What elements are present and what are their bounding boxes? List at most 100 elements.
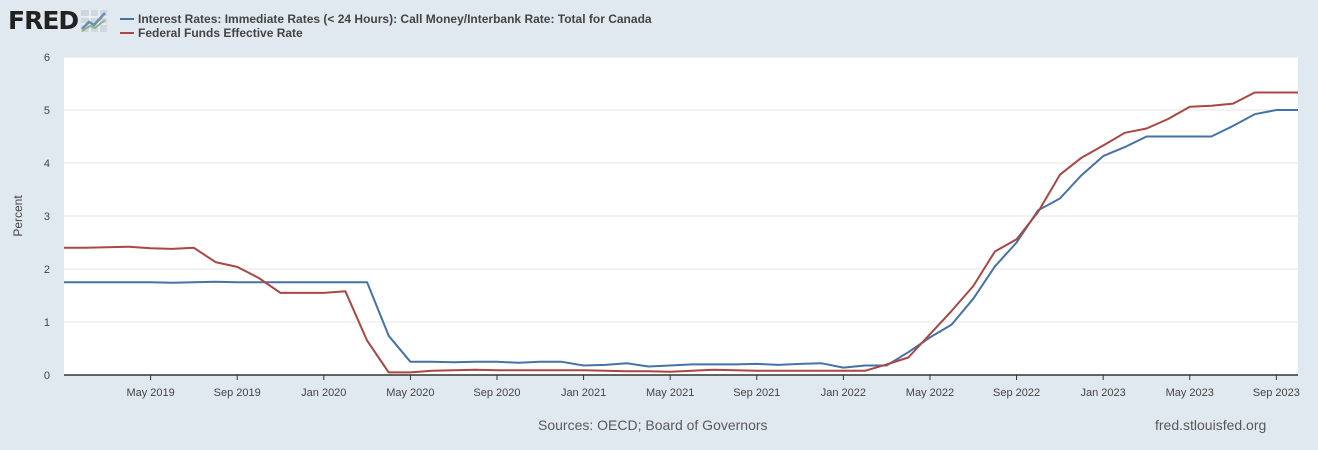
data-point[interactable] <box>991 262 999 270</box>
data-point[interactable] <box>623 367 631 375</box>
data-point[interactable] <box>428 358 436 366</box>
data-point[interactable] <box>493 366 501 374</box>
data-point[interactable] <box>839 367 847 375</box>
data-point[interactable] <box>493 358 501 366</box>
data-point[interactable] <box>190 278 198 286</box>
data-point[interactable] <box>1251 110 1259 118</box>
data-point[interactable] <box>818 359 826 367</box>
data-point[interactable] <box>1272 89 1280 97</box>
data-point[interactable] <box>1099 142 1107 150</box>
data-point[interactable] <box>1294 89 1302 97</box>
data-point[interactable] <box>385 332 393 340</box>
data-point[interactable] <box>320 278 328 286</box>
data-point[interactable] <box>1142 125 1150 133</box>
data-point[interactable] <box>212 278 220 286</box>
data-point[interactable] <box>515 359 523 367</box>
data-point[interactable] <box>1207 133 1215 141</box>
data-point[interactable] <box>276 289 284 297</box>
data-point[interactable] <box>904 354 912 362</box>
data-point[interactable] <box>168 279 176 287</box>
data-point[interactable] <box>471 358 479 366</box>
data-point[interactable] <box>580 366 588 374</box>
data-point[interactable] <box>1013 235 1021 243</box>
data-point[interactable] <box>233 278 241 286</box>
data-point[interactable] <box>82 278 90 286</box>
data-point[interactable] <box>623 359 631 367</box>
data-point[interactable] <box>948 321 956 329</box>
data-point[interactable] <box>147 278 155 286</box>
data-point[interactable] <box>948 307 956 315</box>
data-point[interactable] <box>190 244 198 252</box>
data-point[interactable] <box>1078 171 1086 179</box>
data-point[interactable] <box>558 366 566 374</box>
data-point[interactable] <box>1229 100 1237 108</box>
data-point[interactable] <box>255 274 263 282</box>
data-point[interactable] <box>428 367 436 375</box>
data-point[interactable] <box>515 366 523 374</box>
data-point[interactable] <box>298 289 306 297</box>
data-point[interactable] <box>363 337 371 345</box>
source-url-link[interactable]: fred.stlouisfed.org <box>1155 417 1267 433</box>
data-point[interactable] <box>969 295 977 303</box>
data-point[interactable] <box>645 367 653 375</box>
data-point[interactable] <box>536 358 544 366</box>
data-point[interactable] <box>1207 102 1215 110</box>
legend-item-canada[interactable]: Interest Rates: Immediate Rates (< 24 Ho… <box>120 12 652 26</box>
data-point[interactable] <box>276 278 284 286</box>
data-point[interactable] <box>796 367 804 375</box>
data-point[interactable] <box>774 367 782 375</box>
data-point[interactable] <box>1251 89 1259 97</box>
data-point[interactable] <box>60 244 68 252</box>
data-point[interactable] <box>926 330 934 338</box>
data-point[interactable] <box>298 278 306 286</box>
data-point[interactable] <box>1142 133 1150 141</box>
data-point[interactable] <box>1164 115 1172 123</box>
data-point[interactable] <box>103 243 111 251</box>
data-point[interactable] <box>709 366 717 374</box>
data-point[interactable] <box>1078 154 1086 162</box>
data-point[interactable] <box>601 367 609 375</box>
data-point[interactable] <box>558 358 566 366</box>
data-point[interactable] <box>1056 171 1064 179</box>
data-point[interactable] <box>536 366 544 374</box>
data-point[interactable] <box>125 243 133 251</box>
series-line-1[interactable] <box>64 91 1298 374</box>
legend-item-fedfunds[interactable]: Federal Funds Effective Rate <box>120 26 652 40</box>
data-point[interactable] <box>450 366 458 374</box>
data-point[interactable] <box>450 358 458 366</box>
data-point[interactable] <box>125 278 133 286</box>
data-point[interactable] <box>991 248 999 256</box>
data-point[interactable] <box>320 289 328 297</box>
data-point[interactable] <box>212 258 220 266</box>
data-point[interactable] <box>147 244 155 252</box>
data-point[interactable] <box>341 287 349 295</box>
data-point[interactable] <box>1164 133 1172 141</box>
data-point[interactable] <box>883 360 891 368</box>
data-point[interactable] <box>1294 106 1302 114</box>
data-point[interactable] <box>818 367 826 375</box>
data-point[interactable] <box>969 282 977 290</box>
data-point[interactable] <box>60 278 68 286</box>
data-point[interactable] <box>861 367 869 375</box>
data-point[interactable] <box>363 278 371 286</box>
fred-logo[interactable]: FRED <box>8 6 108 35</box>
data-point[interactable] <box>753 360 761 368</box>
data-point[interactable] <box>753 367 761 375</box>
data-point[interactable] <box>341 278 349 286</box>
data-point[interactable] <box>1034 208 1042 216</box>
data-point[interactable] <box>1186 133 1194 141</box>
series-line-0[interactable] <box>64 109 1298 369</box>
data-point[interactable] <box>1229 122 1237 130</box>
data-point[interactable] <box>1056 195 1064 203</box>
data-point[interactable] <box>796 360 804 368</box>
data-point[interactable] <box>1186 103 1194 111</box>
data-point[interactable] <box>1121 143 1129 151</box>
data-point[interactable] <box>233 263 241 271</box>
data-point[interactable] <box>1121 129 1129 137</box>
data-point[interactable] <box>1099 152 1107 160</box>
data-point[interactable] <box>1272 106 1280 114</box>
data-point[interactable] <box>82 244 90 252</box>
data-point[interactable] <box>688 367 696 375</box>
data-point[interactable] <box>103 278 111 286</box>
data-point[interactable] <box>731 366 739 374</box>
